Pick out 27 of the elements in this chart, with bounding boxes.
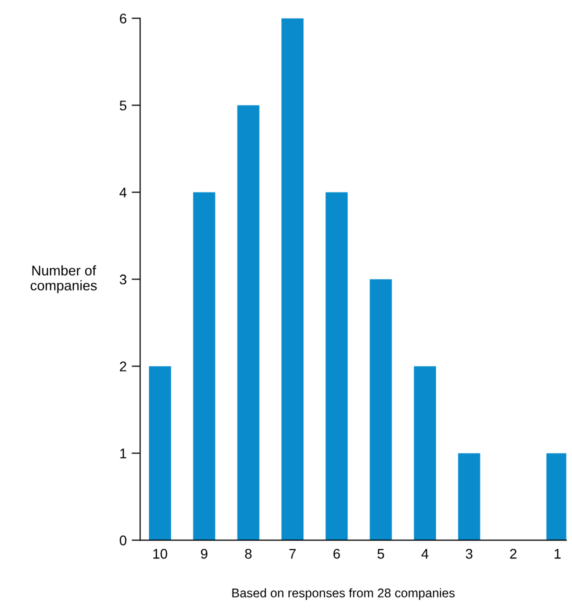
x-tick-label: 8	[245, 548, 252, 559]
y-tick-label: 6	[120, 14, 126, 24]
x-tick-label: 10	[153, 548, 168, 559]
bar	[193, 192, 216, 540]
x-tick-label: 4	[421, 549, 428, 559]
bar	[281, 18, 304, 540]
x-tick-label: 9	[200, 548, 208, 559]
bar	[148, 366, 172, 540]
x-tick-label: 2	[510, 548, 516, 559]
y-tick-label: 5	[120, 100, 126, 110]
y-axis-title: Number of companies	[30, 265, 97, 294]
x-tick-label: 1	[554, 549, 561, 559]
bar	[370, 279, 392, 540]
y-tick-label: 1	[120, 448, 126, 458]
x-tick-label: 5	[378, 549, 384, 559]
y-tick-label: 0	[120, 536, 126, 546]
bar	[237, 105, 260, 540]
bar	[326, 192, 348, 540]
y-tick-label: 3	[120, 274, 126, 284]
y-tick-label: 2	[120, 362, 126, 372]
bar	[458, 453, 480, 540]
y-tick-label: 4	[120, 188, 127, 198]
x-tick-label: 3	[466, 548, 472, 559]
x-tick-label: 7	[289, 549, 296, 559]
x-tick-label: 6	[333, 548, 340, 559]
text: Based on responses from 28 companies	[232, 588, 455, 600]
bar	[414, 366, 436, 540]
